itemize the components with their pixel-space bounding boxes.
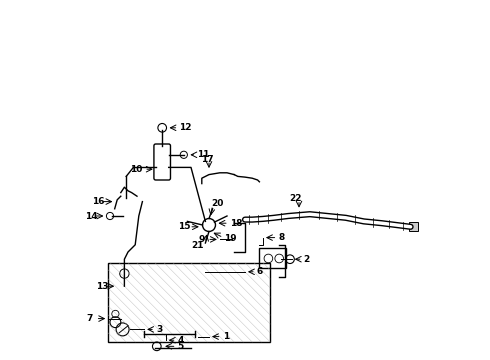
- Text: 20: 20: [211, 199, 223, 208]
- Text: 3: 3: [156, 325, 162, 334]
- Text: 5: 5: [178, 342, 184, 351]
- Text: 14: 14: [85, 212, 98, 220]
- Text: 15: 15: [178, 222, 191, 231]
- Text: 16: 16: [92, 197, 104, 206]
- Text: 9: 9: [198, 235, 205, 244]
- Text: 22: 22: [289, 194, 302, 203]
- Text: 1: 1: [222, 332, 229, 341]
- Text: 17: 17: [201, 155, 214, 163]
- Text: 4: 4: [178, 336, 184, 345]
- Text: 12: 12: [179, 123, 192, 132]
- FancyBboxPatch shape: [154, 144, 171, 180]
- Text: 10: 10: [130, 165, 142, 174]
- Text: 7: 7: [87, 314, 93, 323]
- Bar: [108, 263, 270, 342]
- Text: 21: 21: [191, 242, 204, 251]
- Bar: [259, 248, 286, 268]
- Bar: [409, 222, 418, 231]
- Text: 13: 13: [96, 282, 108, 291]
- Text: 19: 19: [224, 234, 237, 243]
- Text: 8: 8: [278, 233, 285, 242]
- Text: 2: 2: [304, 255, 310, 264]
- Text: 18: 18: [230, 219, 243, 228]
- Text: 11: 11: [197, 150, 210, 159]
- Text: 6: 6: [257, 267, 263, 276]
